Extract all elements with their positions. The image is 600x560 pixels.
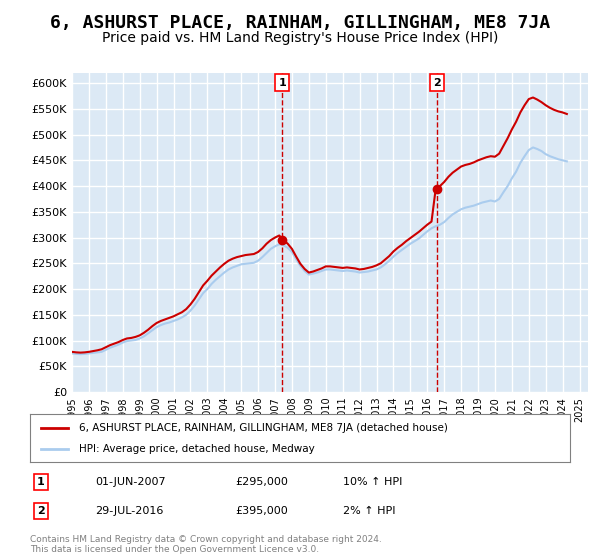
Text: 01-JUN-2007: 01-JUN-2007 — [95, 477, 166, 487]
Text: 6, ASHURST PLACE, RAINHAM, GILLINGHAM, ME8 7JA: 6, ASHURST PLACE, RAINHAM, GILLINGHAM, M… — [50, 14, 550, 32]
Text: Price paid vs. HM Land Registry's House Price Index (HPI): Price paid vs. HM Land Registry's House … — [102, 31, 498, 45]
Text: £295,000: £295,000 — [235, 477, 288, 487]
Text: 6, ASHURST PLACE, RAINHAM, GILLINGHAM, ME8 7JA (detached house): 6, ASHURST PLACE, RAINHAM, GILLINGHAM, M… — [79, 423, 448, 433]
Text: 10% ↑ HPI: 10% ↑ HPI — [343, 477, 403, 487]
Text: 2: 2 — [433, 78, 441, 87]
Text: 1: 1 — [278, 78, 286, 87]
Text: Contains HM Land Registry data © Crown copyright and database right 2024.
This d: Contains HM Land Registry data © Crown c… — [30, 535, 382, 554]
Text: 1: 1 — [37, 477, 44, 487]
Text: 2% ↑ HPI: 2% ↑ HPI — [343, 506, 396, 516]
Text: HPI: Average price, detached house, Medway: HPI: Average price, detached house, Medw… — [79, 444, 314, 454]
Text: 29-JUL-2016: 29-JUL-2016 — [95, 506, 163, 516]
Text: £395,000: £395,000 — [235, 506, 288, 516]
Text: 2: 2 — [37, 506, 44, 516]
